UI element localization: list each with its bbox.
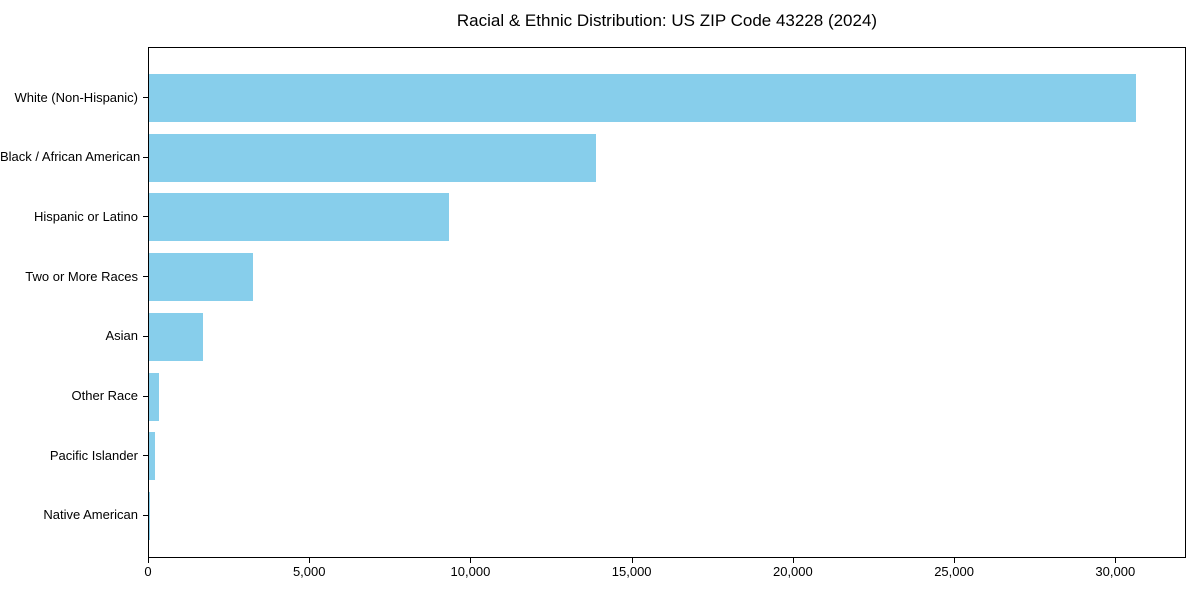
plot-area [148,47,1186,558]
xtick-label-5000: 5,000 [292,564,326,579]
xtick-mark [631,558,633,563]
xtick-label-0: 0 [144,564,152,579]
bar-pacific-islander [149,432,155,481]
xtick-label-10000: 10,000 [450,564,491,579]
ytick-mark [143,156,148,158]
ytick-label-native-american: Native American [43,507,138,523]
bar-asian [149,312,203,361]
ytick-label-hispanic-or-latino: Hispanic or Latino [33,208,138,224]
bar-other-race [149,372,159,421]
bar-hispanic-or-latino [149,193,449,242]
ytick-mark [143,216,148,218]
xtick-mark [309,558,311,563]
ytick-mark [143,455,148,457]
xtick-mark [792,558,794,563]
ytick-label-two-or-more-races: Two or More Races [25,268,138,284]
xtick-label-15000: 15,000 [611,564,652,579]
ytick-mark [143,97,148,98]
xtick-mark [954,558,956,563]
ytick-mark [143,395,148,397]
ytick-mark [143,335,148,337]
xtick-mark [148,558,149,563]
xtick-label-20000: 20,000 [772,564,813,579]
ytick-label-white-non-hispanic: White (Non-Hispanic) [14,89,138,105]
chart-title: Racial & Ethnic Distribution: US ZIP Cod… [456,11,878,30]
bar-two-or-more-races [149,253,254,302]
xtick-label-25000: 25,000 [934,564,974,579]
ytick-label-pacific-islander: Pacific Islander [49,447,138,463]
bar-black-african-american [149,133,596,182]
xtick-mark [470,558,472,563]
ytick-label-asian: Asian [105,328,138,344]
ytick-mark [143,514,148,516]
bar-native-american [149,491,151,540]
bar-white-non-hispanic [149,74,1136,122]
xtick-mark [1115,558,1117,563]
ytick-label-black-african-american: Black / African American [0,149,141,165]
ytick-label-other-race: Other Race [71,388,138,403]
xtick-label-30000: 30,000 [1095,564,1136,579]
ytick-mark [143,276,148,278]
